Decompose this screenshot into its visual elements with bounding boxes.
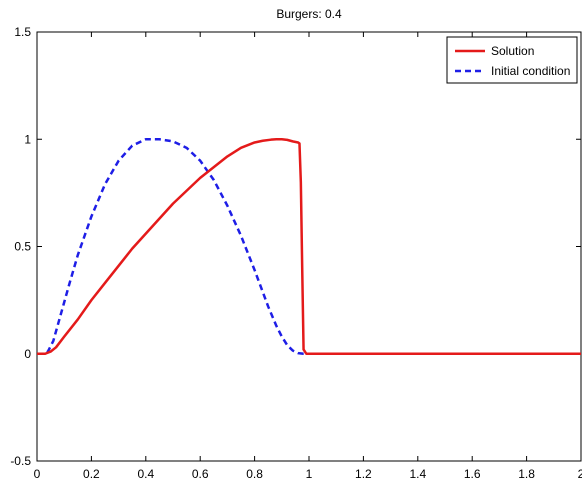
- x-tick-label: 0.6: [192, 467, 209, 481]
- x-tick-label: 0: [34, 467, 41, 481]
- legend-box: [446, 36, 578, 84]
- legend-label: Solution: [491, 44, 534, 58]
- x-tick-label: 1.4: [409, 467, 426, 481]
- x-tick-label: 2: [578, 467, 582, 481]
- y-tick-label: 1.5: [14, 25, 31, 39]
- y-tick-label: 0: [24, 347, 31, 361]
- y-tick-label: 1: [24, 132, 31, 146]
- x-tick-label: 0.2: [83, 467, 100, 481]
- x-tick-label: 1.8: [518, 467, 535, 481]
- y-tick-label: -0.5: [10, 454, 31, 468]
- series-line-solution: [37, 138, 581, 355]
- tick-labels: 0 0.2 0.4 0.6 0.8 1 1.2 1.4 1.6 1.8 2-0.500.511.5: [10, 25, 582, 481]
- x-tick-label: 1.6: [464, 467, 481, 481]
- series-line-initial-condition: [37, 138, 581, 355]
- x-tick-label: 1: [306, 467, 313, 481]
- series-lines: [37, 138, 581, 355]
- x-tick-label: 0.4: [137, 467, 154, 481]
- x-tick-label: 1.2: [355, 467, 372, 481]
- x-tick-label: 0.8: [246, 467, 263, 481]
- legend: Solution Initial condition: [446, 36, 578, 84]
- chart-title: Burgers: 0.4: [276, 7, 342, 21]
- legend-label: Initial condition: [491, 64, 570, 78]
- y-tick-label: 0.5: [14, 240, 31, 254]
